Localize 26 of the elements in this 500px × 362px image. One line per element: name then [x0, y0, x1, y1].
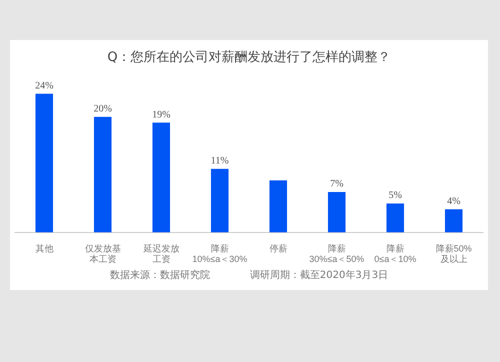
bar	[94, 116, 112, 232]
x-tick-label: 其他	[35, 243, 54, 254]
bar	[386, 204, 404, 232]
data-label: 19%	[152, 109, 170, 120]
bar	[35, 94, 54, 232]
bar	[210, 168, 229, 232]
x-tick-label: 延迟发放工资	[142, 243, 180, 264]
bar	[444, 209, 463, 232]
data-label: 4%	[447, 196, 460, 207]
bar	[152, 122, 170, 232]
data-label: 20%	[94, 104, 112, 115]
x-tick-label: 停薪	[269, 243, 288, 254]
bar	[328, 192, 346, 232]
x-tick-label: 仅发放基本工资	[84, 243, 121, 264]
text: 调研周期：截至2020年3月3日	[250, 268, 388, 282]
data-label: 24%	[35, 80, 54, 92]
x-tick-label: 降薪 0≤a＜10%	[374, 243, 416, 264]
data-label: 11%	[210, 155, 229, 166]
x-tick-label: 降薪 30%≤a＜50%	[309, 243, 364, 264]
data-label: 5%	[388, 190, 402, 202]
x-tick-label: 降薪 10%≤a＜30%	[192, 243, 248, 264]
x-tick-label: 降薪50% 及以上	[436, 243, 472, 264]
source-note: 数据来源：数据研究院	[110, 268, 210, 282]
data-label: 7%	[330, 178, 344, 190]
chart-title: Q：您所在的公司对薪酬发放进行了怎样的调整？	[106, 49, 392, 66]
bar	[269, 180, 288, 232]
